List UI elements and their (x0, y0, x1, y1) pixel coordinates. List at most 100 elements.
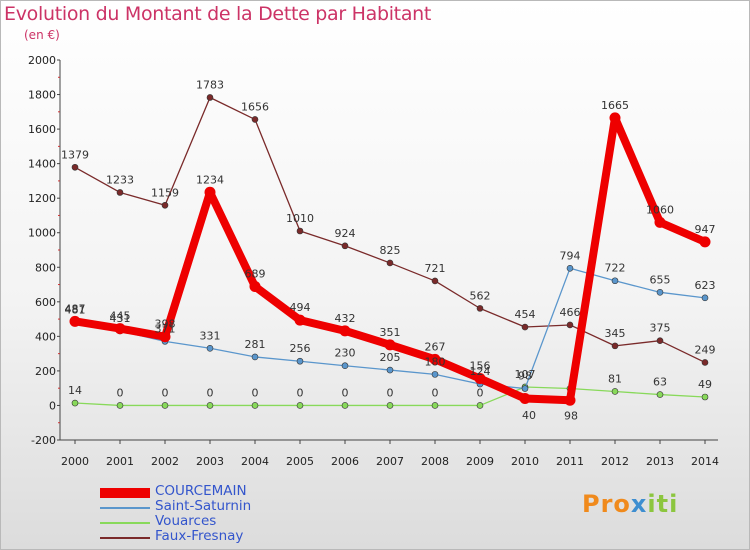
legend-swatch-faux-fresnay (100, 537, 150, 539)
data-point-saint-saturnin (341, 362, 349, 370)
data-label-faux-fresnay: 1656 (241, 100, 269, 113)
data-point-faux-fresnay (521, 323, 529, 331)
data-label-courcemain: 689 (245, 267, 266, 280)
data-point-faux-fresnay (251, 116, 259, 123)
data-point-vouarces (161, 402, 169, 409)
data-point-vouarces (341, 402, 349, 409)
y-tick-label: 1800 (28, 89, 56, 102)
data-point-vouarces (701, 393, 709, 401)
data-label-faux-fresnay: 825 (380, 244, 401, 257)
data-point-saint-saturnin (206, 344, 214, 352)
data-label-saint-saturnin: 98 (518, 370, 532, 383)
data-point-vouarces (656, 391, 664, 398)
x-tick-label: 2007 (376, 455, 404, 468)
data-point-courcemain (339, 325, 351, 337)
data-label-courcemain: 445 (110, 310, 131, 323)
data-label-faux-fresnay: 924 (335, 227, 356, 240)
data-label-faux-fresnay: 1010 (286, 212, 314, 225)
data-label-saint-saturnin: 371 (155, 322, 176, 335)
data-point-saint-saturnin (656, 289, 664, 296)
data-label-saint-saturnin: 205 (380, 351, 401, 364)
legend-swatch-saint-saturnin (100, 507, 150, 509)
data-point-courcemain (429, 353, 441, 365)
data-label-saint-saturnin: 481 (65, 303, 86, 316)
data-point-courcemain (564, 394, 576, 406)
y-tick-label: 0 (49, 399, 56, 412)
data-point-faux-fresnay (161, 201, 169, 209)
data-label-faux-fresnay: 249 (695, 343, 716, 356)
logo-part-x: x (630, 490, 648, 518)
data-point-courcemain (204, 186, 216, 198)
data-label-courcemain: 267 (425, 340, 446, 353)
data-label-courcemain: 351 (380, 326, 401, 339)
x-tick-label: 2014 (691, 455, 719, 468)
data-label-faux-fresnay: 1379 (61, 148, 89, 161)
data-point-faux-fresnay (656, 337, 664, 344)
data-label-vouarces: 81 (608, 372, 622, 385)
data-point-vouarces (611, 388, 619, 395)
data-point-courcemain (69, 315, 81, 327)
y-tick-label: 1000 (28, 227, 56, 240)
legend-label-faux-fresnay: Faux-Fresnay (155, 528, 244, 544)
y-tick-label: 600 (35, 296, 56, 309)
data-label-vouarces: 0 (477, 386, 484, 399)
data-label-faux-fresnay: 1783 (196, 78, 224, 91)
x-tick-label: 2011 (556, 455, 584, 468)
data-label-courcemain: 1665 (601, 99, 629, 112)
data-label-courcemain: 1060 (646, 203, 674, 216)
legend-label-vouarces: Vouarces (155, 513, 217, 529)
chart-title: Evolution du Montant de la Dette par Hab… (4, 3, 432, 25)
chart-axes: -200020040060080010001200140016001800200… (28, 54, 719, 468)
data-point-courcemain (159, 331, 171, 343)
data-label-saint-saturnin: 256 (290, 342, 311, 355)
y-tick-label: 200 (35, 365, 56, 378)
data-label-saint-saturnin: 281 (245, 338, 266, 351)
data-point-saint-saturnin (431, 371, 439, 378)
y-tick-label: 1600 (28, 123, 56, 136)
data-label-vouarces: 0 (162, 386, 169, 399)
data-point-courcemain (114, 323, 126, 335)
y-tick-label: 1200 (28, 192, 56, 205)
x-tick-label: 2010 (511, 455, 539, 468)
data-point-saint-saturnin (296, 357, 304, 365)
data-label-vouarces: 0 (432, 386, 439, 399)
data-point-vouarces (476, 402, 484, 409)
legend-swatch-vouarces (100, 522, 150, 524)
data-point-courcemain (654, 216, 666, 228)
data-point-courcemain (384, 339, 396, 351)
data-label-saint-saturnin: 623 (695, 279, 716, 292)
data-label-faux-fresnay: 721 (425, 262, 446, 275)
data-label-courcemain: 1234 (196, 173, 224, 186)
data-label-saint-saturnin: 794 (560, 249, 581, 262)
data-point-vouarces (296, 402, 304, 409)
data-point-faux-fresnay (611, 342, 619, 350)
logo-part-pro: Pro (582, 490, 631, 518)
data-label-courcemain: 947 (695, 223, 716, 236)
data-label-courcemain: 432 (335, 312, 356, 325)
legend-label-saint-saturnin: Saint-Saturnin (155, 498, 252, 514)
data-label-faux-fresnay: 1159 (151, 186, 179, 199)
data-point-vouarces (116, 402, 124, 409)
data-point-courcemain (249, 280, 261, 292)
data-label-vouarces: 0 (387, 386, 394, 399)
data-point-courcemain (474, 373, 486, 385)
x-tick-label: 2009 (466, 455, 494, 468)
y-tick-label: 800 (35, 261, 56, 274)
data-point-faux-fresnay (341, 242, 349, 250)
data-label-courcemain: 156 (470, 360, 491, 373)
data-label-faux-fresnay: 466 (560, 306, 581, 319)
y-tick-label: -200 (31, 434, 56, 447)
x-tick-label: 2000 (61, 455, 89, 468)
data-point-courcemain (294, 314, 306, 326)
data-label-courcemain: 487 (65, 302, 86, 315)
data-point-vouarces (431, 402, 439, 409)
x-tick-label: 2004 (241, 455, 269, 468)
data-label-vouarces: 0 (207, 386, 214, 399)
data-label-courcemain: 494 (290, 301, 311, 314)
data-label-saint-saturnin: 180 (425, 355, 446, 368)
x-tick-label: 2003 (196, 455, 224, 468)
data-label-vouarces: 0 (117, 386, 124, 399)
data-label-faux-fresnay: 375 (650, 322, 671, 335)
